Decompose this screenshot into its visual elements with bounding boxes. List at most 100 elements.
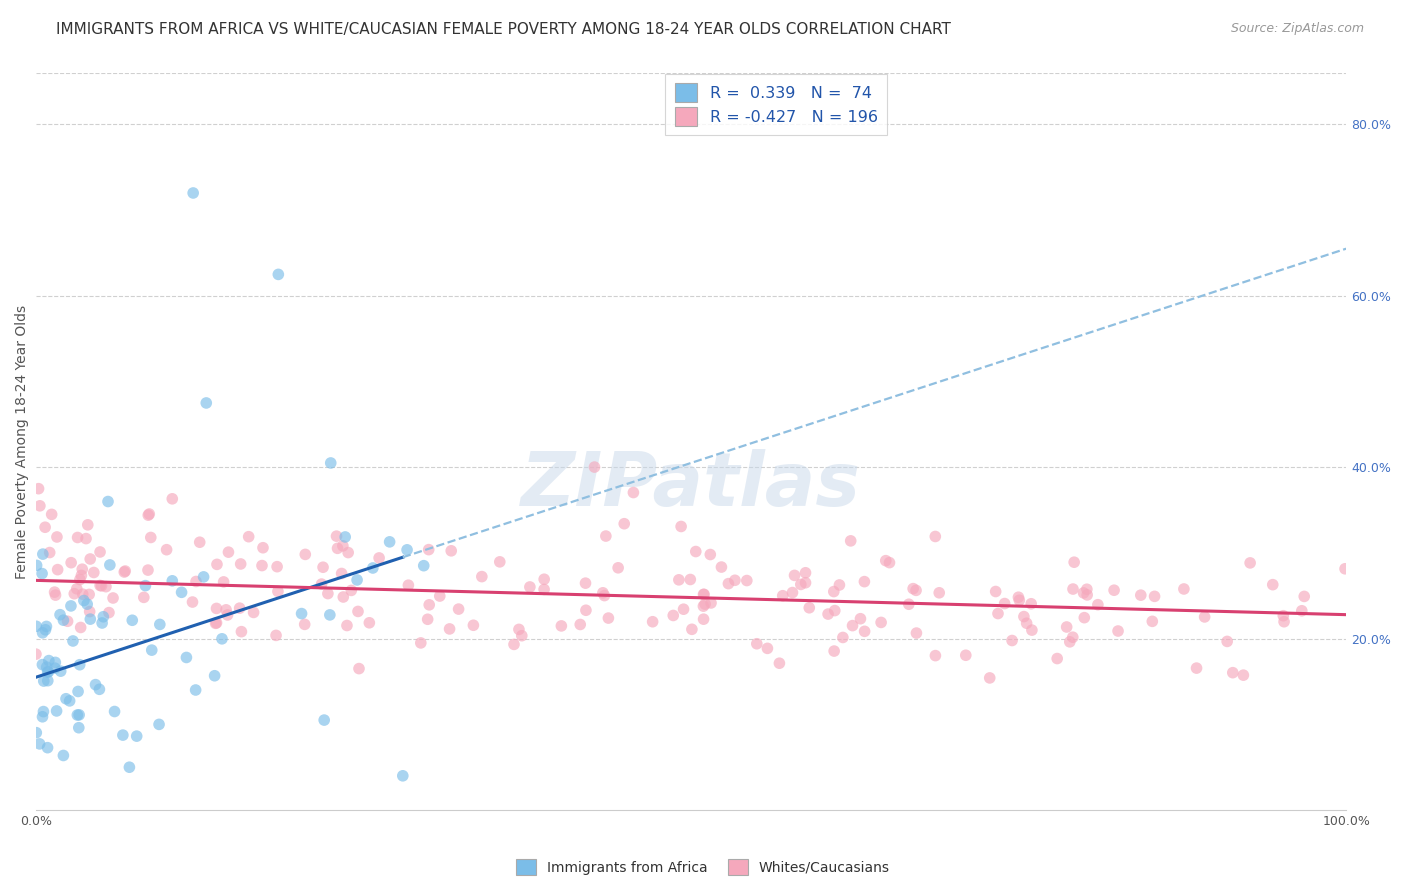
Point: [692, 599, 714, 614]
Point: [735, 574, 758, 588]
Point: [471, 569, 494, 583]
Point: [831, 631, 853, 645]
Point: [184, 683, 207, 698]
Point: [533, 582, 555, 597]
Point: [312, 560, 335, 574]
Point: [155, 542, 177, 557]
Point: [37, 665, 59, 679]
Point: [66, 531, 89, 545]
Point: [794, 575, 817, 590]
Point: [1073, 610, 1095, 624]
Point: [828, 578, 851, 592]
Point: [55, 691, 77, 706]
Point: [136, 563, 159, 577]
Point: [574, 576, 596, 591]
Point: [252, 541, 274, 555]
Point: [1173, 582, 1195, 596]
Point: [204, 616, 226, 631]
Point: [1239, 556, 1261, 570]
Point: [510, 629, 533, 643]
Point: [669, 519, 692, 533]
Point: [118, 760, 141, 774]
Point: [768, 657, 790, 671]
Point: [1194, 610, 1216, 624]
Point: [170, 585, 193, 599]
Point: [782, 585, 804, 599]
Point: [905, 626, 928, 640]
Point: [347, 604, 370, 618]
Point: [1294, 590, 1316, 604]
Point: [503, 637, 526, 651]
Point: [841, 618, 863, 632]
Point: [783, 568, 806, 582]
Point: [316, 586, 339, 600]
Point: [1056, 620, 1078, 634]
Point: [38, 545, 60, 559]
Point: [700, 596, 723, 610]
Point: [267, 584, 290, 599]
Point: [52, 613, 75, 627]
Point: [31, 657, 53, 672]
Point: [149, 617, 172, 632]
Point: [409, 636, 432, 650]
Point: [1143, 590, 1166, 604]
Point: [76, 597, 98, 611]
Point: [111, 728, 134, 742]
Point: [44, 588, 66, 602]
Point: [575, 603, 598, 617]
Point: [533, 572, 555, 586]
Point: [70, 562, 93, 576]
Legend: Immigrants from Africa, Whites/Caucasians: Immigrants from Africa, Whites/Caucasian…: [510, 854, 896, 880]
Point: [46, 563, 69, 577]
Point: [849, 612, 872, 626]
Point: [692, 612, 714, 626]
Point: [692, 587, 714, 601]
Point: [1007, 591, 1029, 605]
Point: [1062, 630, 1084, 644]
Point: [25, 619, 48, 633]
Point: [1107, 624, 1129, 638]
Point: [1008, 593, 1031, 607]
Point: [89, 682, 111, 697]
Point: [924, 648, 946, 663]
Point: [613, 516, 636, 531]
Point: [59, 599, 82, 613]
Point: [1015, 616, 1038, 631]
Y-axis label: Female Poverty Among 18-24 Year Olds: Female Poverty Among 18-24 Year Olds: [15, 304, 30, 579]
Point: [756, 641, 779, 656]
Point: [205, 558, 228, 572]
Point: [228, 601, 250, 615]
Point: [25, 725, 48, 739]
Point: [67, 684, 90, 698]
Point: [1087, 598, 1109, 612]
Point: [79, 605, 101, 619]
Point: [332, 539, 354, 553]
Point: [336, 618, 359, 632]
Point: [319, 456, 342, 470]
Point: [69, 620, 91, 634]
Point: [97, 494, 120, 508]
Point: [266, 559, 288, 574]
Point: [49, 607, 72, 622]
Point: [794, 566, 817, 580]
Point: [103, 705, 125, 719]
Point: [94, 580, 117, 594]
Point: [693, 597, 716, 611]
Point: [396, 542, 419, 557]
Point: [901, 582, 924, 596]
Point: [134, 579, 156, 593]
Point: [1076, 582, 1098, 597]
Point: [641, 615, 664, 629]
Point: [1001, 633, 1024, 648]
Point: [125, 729, 148, 743]
Point: [693, 587, 716, 601]
Point: [332, 590, 354, 604]
Point: [361, 561, 384, 575]
Point: [508, 623, 530, 637]
Point: [1073, 586, 1095, 600]
Point: [56, 614, 79, 628]
Point: [607, 561, 630, 575]
Point: [1142, 615, 1164, 629]
Point: [69, 573, 91, 587]
Point: [326, 541, 349, 556]
